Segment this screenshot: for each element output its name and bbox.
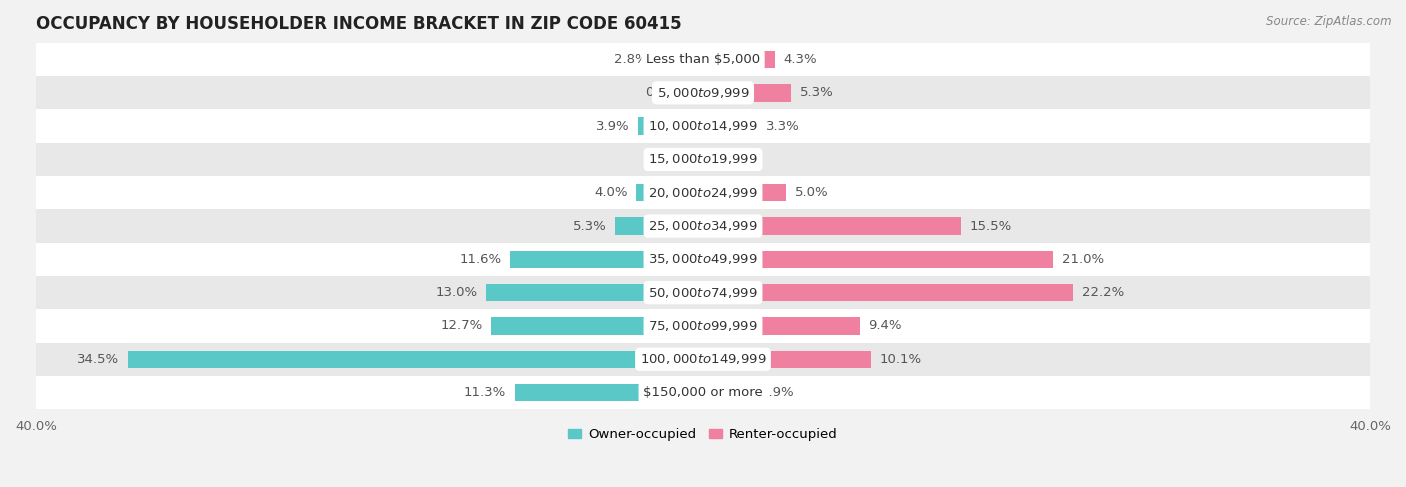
Bar: [37, 43, 1369, 76]
Text: $150,000 or more: $150,000 or more: [643, 386, 763, 399]
Text: $50,000 to $74,999: $50,000 to $74,999: [648, 286, 758, 300]
Text: $15,000 to $19,999: $15,000 to $19,999: [648, 152, 758, 167]
Text: $35,000 to $49,999: $35,000 to $49,999: [648, 252, 758, 266]
Text: Less than $5,000: Less than $5,000: [645, 53, 761, 66]
Bar: [638, 117, 703, 135]
Bar: [37, 276, 1369, 309]
Bar: [703, 117, 758, 135]
Text: $5,000 to $9,999: $5,000 to $9,999: [657, 86, 749, 100]
Text: 0.43%: 0.43%: [645, 86, 688, 99]
Text: $10,000 to $14,999: $10,000 to $14,999: [648, 119, 758, 133]
Text: 11.6%: 11.6%: [460, 253, 501, 266]
Bar: [703, 84, 792, 101]
Bar: [491, 318, 703, 335]
Text: 2.9%: 2.9%: [759, 386, 793, 399]
Bar: [37, 309, 1369, 343]
Text: $100,000 to $149,999: $100,000 to $149,999: [640, 352, 766, 366]
Text: 34.5%: 34.5%: [77, 353, 120, 366]
Text: 10.1%: 10.1%: [880, 353, 922, 366]
Bar: [37, 176, 1369, 209]
Bar: [614, 217, 703, 235]
Text: 0.56%: 0.56%: [644, 153, 685, 166]
Text: 9.4%: 9.4%: [868, 319, 901, 333]
Text: 4.3%: 4.3%: [783, 53, 817, 66]
Bar: [128, 351, 703, 368]
Bar: [509, 251, 703, 268]
Text: 3.3%: 3.3%: [766, 120, 800, 132]
Bar: [37, 243, 1369, 276]
Bar: [703, 217, 962, 235]
Text: 12.7%: 12.7%: [440, 319, 482, 333]
Bar: [703, 251, 1053, 268]
Text: OCCUPANCY BY HOUSEHOLDER INCOME BRACKET IN ZIP CODE 60415: OCCUPANCY BY HOUSEHOLDER INCOME BRACKET …: [37, 15, 682, 33]
Bar: [703, 51, 775, 68]
Text: 4.0%: 4.0%: [595, 186, 628, 199]
Text: Source: ZipAtlas.com: Source: ZipAtlas.com: [1267, 15, 1392, 28]
Text: $20,000 to $24,999: $20,000 to $24,999: [648, 186, 758, 200]
Bar: [37, 110, 1369, 143]
Bar: [703, 284, 1073, 301]
Bar: [37, 76, 1369, 110]
Bar: [703, 318, 859, 335]
Text: 2.8%: 2.8%: [614, 53, 648, 66]
Bar: [486, 284, 703, 301]
Bar: [703, 151, 721, 168]
Text: $75,000 to $99,999: $75,000 to $99,999: [648, 319, 758, 333]
Text: 5.3%: 5.3%: [800, 86, 834, 99]
Legend: Owner-occupied, Renter-occupied: Owner-occupied, Renter-occupied: [562, 423, 844, 447]
Text: 15.5%: 15.5%: [970, 220, 1012, 233]
Text: 13.0%: 13.0%: [436, 286, 478, 299]
Text: 21.0%: 21.0%: [1062, 253, 1104, 266]
Bar: [637, 184, 703, 202]
Text: 11.3%: 11.3%: [464, 386, 506, 399]
Bar: [703, 351, 872, 368]
Bar: [37, 209, 1369, 243]
Text: 1.1%: 1.1%: [730, 153, 763, 166]
Bar: [693, 151, 703, 168]
Text: 5.0%: 5.0%: [794, 186, 828, 199]
Bar: [696, 84, 703, 101]
Text: 22.2%: 22.2%: [1081, 286, 1123, 299]
Bar: [657, 51, 703, 68]
Bar: [37, 143, 1369, 176]
Text: 5.3%: 5.3%: [572, 220, 606, 233]
Bar: [37, 376, 1369, 409]
Bar: [37, 343, 1369, 376]
Bar: [703, 384, 751, 401]
Text: $25,000 to $34,999: $25,000 to $34,999: [648, 219, 758, 233]
Text: 3.9%: 3.9%: [596, 120, 630, 132]
Bar: [515, 384, 703, 401]
Bar: [703, 184, 786, 202]
